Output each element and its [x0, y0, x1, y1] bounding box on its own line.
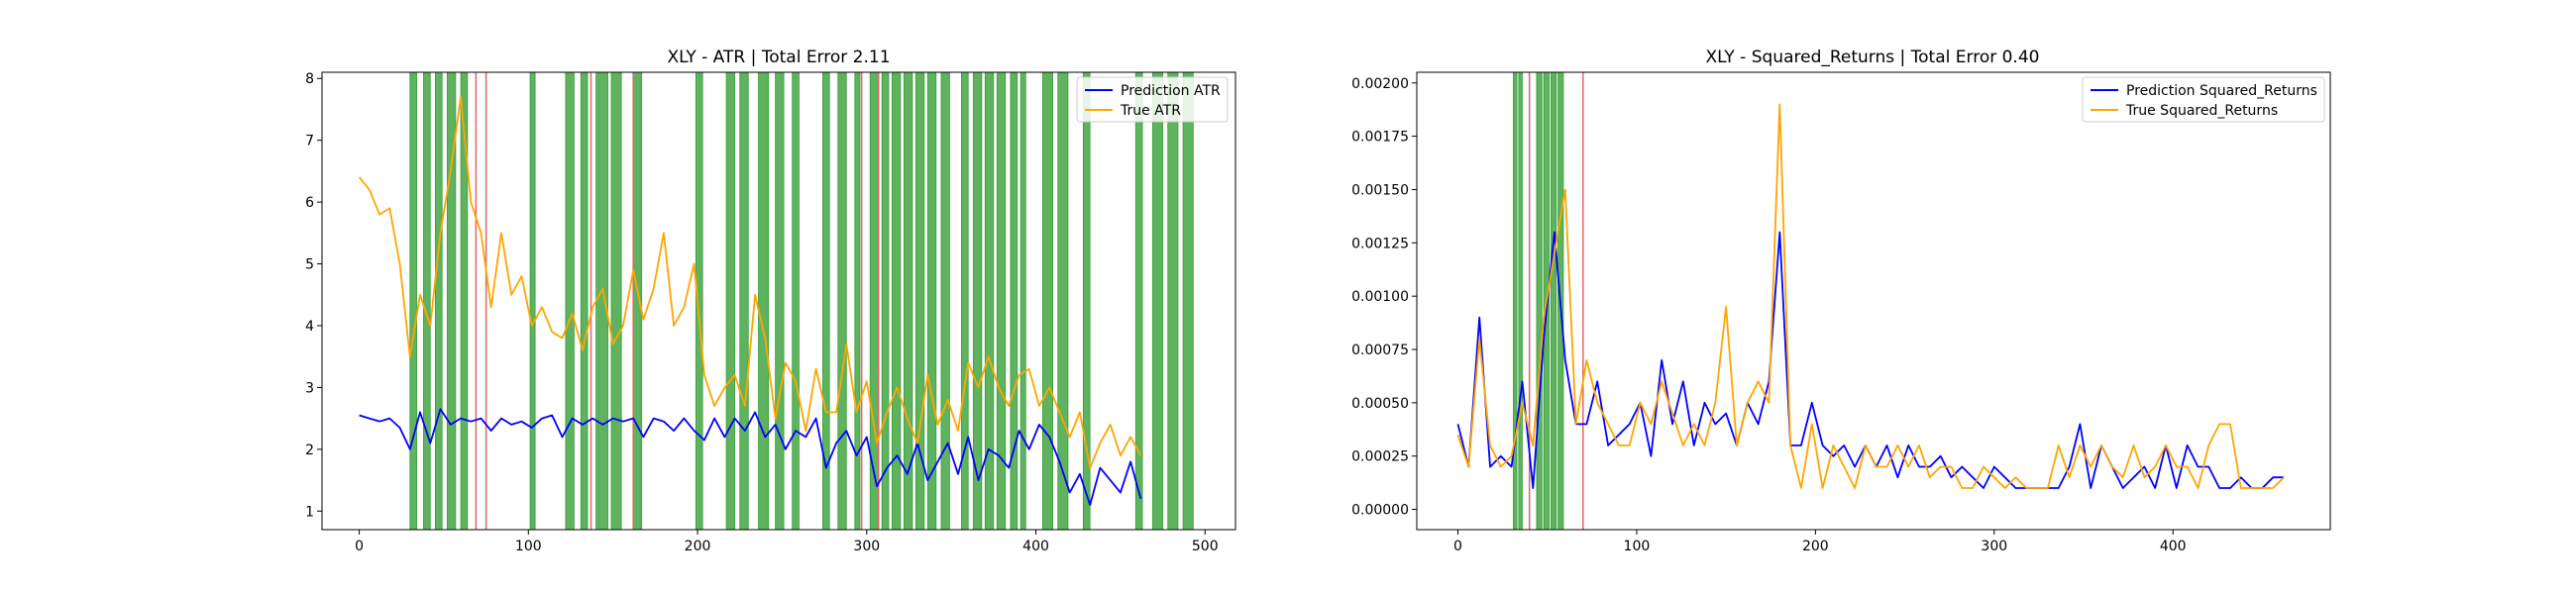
y-tick-label: 0.00100 — [1351, 289, 1409, 305]
prediction-series-line — [359, 408, 1142, 506]
highlight-band — [1182, 72, 1194, 530]
x-tick-label: 0 — [1453, 539, 1462, 554]
x-tick-label: 300 — [853, 539, 880, 554]
highlight-band — [926, 72, 937, 530]
highlight-band — [1513, 72, 1518, 530]
highlight-band — [854, 72, 861, 530]
highlight-band — [580, 72, 589, 530]
highlight-band — [739, 72, 749, 530]
legend-box — [1076, 76, 1229, 123]
x-tick-label: 200 — [1802, 539, 1829, 554]
legend-box — [2082, 76, 2325, 123]
axes-frame — [321, 71, 1236, 531]
chart-title: XLY - Squared_Returns | Total Error 0.40 — [1706, 48, 2040, 67]
highlight-band — [1167, 72, 1179, 530]
y-tick-label: 0.00025 — [1351, 449, 1409, 465]
highlight-band — [961, 72, 969, 530]
legend-label: True ATR — [1120, 103, 1181, 119]
highlight-band — [423, 72, 431, 530]
y-tick-label: 7 — [305, 134, 314, 149]
highlight-band — [1536, 72, 1543, 530]
plot-content — [358, 72, 1194, 530]
y-tick-label: 0.00000 — [1351, 503, 1409, 519]
highlight-band — [434, 72, 443, 530]
highlight-band — [1057, 72, 1069, 530]
legend-label: Prediction ATR — [1121, 83, 1221, 99]
chart-title: XLY - ATR | Total Error 2.11 — [667, 48, 890, 67]
y-tick-label: 8 — [305, 71, 314, 87]
y-tick-label: 0.00075 — [1351, 343, 1409, 358]
y-tick-label: 1 — [305, 504, 314, 520]
axes-frame — [1416, 71, 2331, 531]
y-tick-label: 6 — [305, 195, 314, 211]
y-tick-label: 0.00050 — [1351, 396, 1409, 412]
highlight-band — [1010, 72, 1019, 530]
highlight-band — [1041, 72, 1054, 530]
highlight-band — [972, 72, 983, 530]
highlight-band — [940, 72, 950, 530]
true-series-line — [358, 96, 1142, 469]
highlight-band — [595, 72, 608, 530]
highlight-band — [446, 72, 457, 530]
y-tick-label: 5 — [305, 257, 314, 273]
true-series-line — [1456, 103, 2285, 489]
x-tick-label: 100 — [515, 539, 542, 554]
highlight-band — [725, 72, 736, 530]
highlight-band — [881, 72, 890, 530]
x-tick-label: 400 — [1022, 539, 1049, 554]
highlight-band — [695, 72, 703, 530]
legend: Prediction ATR True ATR — [1076, 76, 1229, 123]
highlight-band — [837, 72, 847, 530]
highlight-band — [1134, 72, 1143, 530]
x-tick-label: 0 — [355, 539, 364, 554]
highlight-band — [914, 72, 925, 530]
legend-label: Prediction Squared_Returns — [2126, 83, 2317, 99]
highlight-band — [1518, 72, 1523, 530]
plot-content — [1456, 72, 2285, 530]
highlight-band — [891, 72, 902, 530]
highlight-band — [565, 72, 575, 530]
legend-label: True Squared_Returns — [2125, 103, 2278, 119]
x-tick-label: 500 — [1192, 539, 1219, 554]
y-tick-label: 3 — [305, 380, 314, 396]
highlight-band — [792, 72, 800, 530]
highlight-band — [1020, 72, 1026, 530]
atr-chart: XLY - ATR | Total Error 2.11 0 100 200 300 4… — [305, 48, 1236, 554]
squared-returns-chart: XLY - Squared_Returns | Total Error 0.40… — [1351, 48, 2331, 554]
highlight-band — [984, 72, 995, 530]
highlight-band — [460, 72, 469, 530]
x-tick-label: 200 — [685, 539, 711, 554]
y-tick-label: 0.00200 — [1351, 76, 1409, 92]
y-tick-label: 0.00125 — [1351, 236, 1409, 251]
highlight-band — [775, 72, 785, 530]
highlight-band — [1082, 72, 1091, 530]
highlight-band — [1151, 72, 1163, 530]
plot-area: 0 100 200 300 400 0.00000 0.00025 0.00050 0.0007… — [1351, 71, 2331, 554]
x-tick-label: 400 — [2160, 539, 2187, 554]
legend: Prediction Squared_Returns True Squared_R… — [2082, 76, 2325, 123]
highlight-band — [1550, 72, 1557, 530]
x-tick-label: 300 — [1981, 539, 2007, 554]
x-tick-label: 100 — [1624, 539, 1651, 554]
highlight-band — [821, 72, 830, 530]
y-tick-label: 0.00150 — [1351, 182, 1409, 198]
y-tick-label: 4 — [305, 319, 314, 335]
y-tick-label: 2 — [305, 443, 314, 458]
plot-area: 0 100 200 300 400 500 1 2 3 4 5 6 7 8 — [305, 71, 1236, 554]
highlight-band — [529, 72, 536, 530]
highlight-band — [996, 72, 1007, 530]
highlight-band — [610, 72, 622, 530]
highlight-band — [903, 72, 913, 530]
highlight-band — [409, 72, 418, 530]
y-tick-label: 0.00175 — [1351, 130, 1409, 146]
highlight-band — [758, 72, 770, 530]
